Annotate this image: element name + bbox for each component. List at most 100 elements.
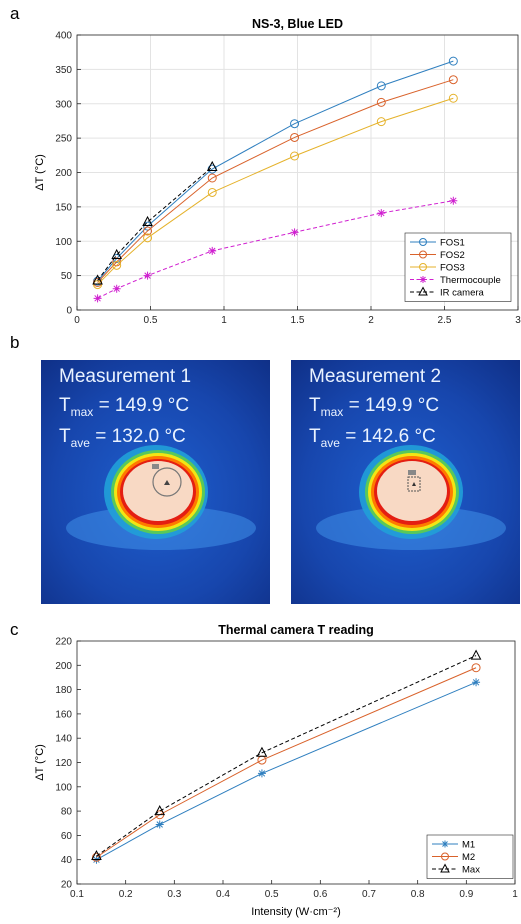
y-axis-label: ΔT (°C) (34, 744, 46, 781)
data-point (206, 160, 218, 171)
legend-label: M1 (462, 840, 475, 851)
tave-readout-2: Tave = 142.6 °C (309, 426, 436, 450)
tmax-readout-2: Tmax = 149.9 °C (309, 395, 440, 419)
y-tick-label: 150 (55, 202, 72, 213)
y-tick-label: 180 (55, 685, 72, 696)
legend-label: IR camera (440, 288, 485, 299)
x-tick-label: 0.3 (167, 889, 181, 900)
y-tick-label: 100 (55, 782, 72, 793)
data-point (143, 221, 153, 231)
panel-label-c: c (10, 620, 19, 639)
data-point (377, 209, 386, 218)
y-tick-label: 40 (61, 855, 73, 866)
y-tick-label: 400 (55, 31, 72, 42)
y-tick-label: 300 (55, 99, 72, 110)
legend-marker (419, 250, 427, 259)
measurement-title-2: Measurement 2 (309, 366, 442, 387)
measurement-title-1: Measurement 1 (59, 366, 192, 387)
legend-marker (419, 263, 427, 271)
data-point (470, 649, 482, 660)
x-tick-label: 1.5 (291, 315, 305, 326)
data-point (448, 56, 458, 66)
legend-label: FOS2 (440, 250, 465, 261)
thermal-image-1: Measurement 1 Tmax = 149.9 °C Tave = 132… (41, 360, 270, 604)
series-line-m1 (96, 681, 477, 861)
data-point (256, 746, 268, 757)
data-point (290, 228, 299, 237)
data-point (91, 849, 102, 861)
y-tick-label: 20 (61, 880, 73, 891)
thermal-heatmap-1 (41, 360, 270, 604)
x-tick-label: 0.1 (70, 889, 84, 900)
x-axis-label: Intensity (W·cm⁻²) (251, 906, 341, 918)
data-point (290, 151, 300, 161)
y-tick-label: 120 (55, 758, 72, 769)
legend-marker (441, 840, 449, 848)
data-point (142, 215, 153, 226)
data-point (143, 233, 153, 243)
chart-title: NS-3, Blue LED (252, 17, 343, 31)
legend-label: FOS3 (440, 263, 465, 274)
x-tick-label: 0.5 (265, 889, 279, 900)
data-point (112, 260, 122, 270)
y-tick-label: 200 (55, 661, 72, 672)
legend-label: Max (462, 865, 480, 876)
thermal-heatmap-2 (291, 360, 520, 604)
data-point (92, 274, 103, 285)
data-point (449, 196, 458, 205)
data-point (448, 75, 458, 85)
y-tick-label: 60 (61, 831, 73, 842)
data-point (112, 284, 121, 293)
data-point (376, 97, 386, 107)
data-point (376, 117, 386, 127)
x-tick-label: 0.7 (362, 889, 376, 900)
legend-marker (419, 238, 427, 246)
data-point (155, 820, 164, 829)
data-point (93, 294, 102, 303)
data-point (143, 226, 153, 236)
y-tick-label: 140 (55, 734, 72, 745)
legend-label: M2 (462, 852, 475, 863)
y-tick-label: 220 (55, 637, 72, 648)
y-tick-label: 250 (55, 134, 72, 145)
x-tick-label: 0.8 (411, 889, 425, 900)
data-point (257, 769, 266, 778)
x-tick-label: 2.5 (438, 315, 452, 326)
y-axis-label: ΔT (°C) (34, 154, 46, 191)
data-point (143, 271, 152, 280)
x-tick-label: 1 (221, 315, 227, 326)
y-tick-label: 50 (61, 271, 73, 282)
data-point (471, 663, 481, 673)
x-tick-label: 0.2 (119, 889, 133, 900)
data-point (448, 93, 458, 103)
legend-label: Thermocouple (440, 275, 501, 286)
data-point (290, 119, 300, 129)
x-tick-label: 0.5 (144, 315, 158, 326)
x-tick-label: 0.9 (459, 889, 473, 900)
x-tick-label: 1 (512, 889, 518, 900)
series-line-ir-camera (97, 166, 213, 281)
x-tick-label: 0 (74, 315, 80, 326)
data-point (91, 852, 101, 862)
legend-marker (418, 286, 428, 296)
chart-c: 0.1 0.2 0.3 0.4 0.5 0.6 0.7 0.8 0.9 1204060801001… (34, 623, 518, 918)
data-point (376, 81, 386, 91)
legend-label: FOS1 (440, 238, 465, 249)
thermal-image-2: Measurement 2 Tmax = 149.9 °C Tave = 142… (291, 360, 520, 604)
legend-marker (440, 863, 450, 873)
data-point (154, 805, 166, 816)
x-tick-label: 0.6 (313, 889, 327, 900)
y-tick-label: 80 (61, 807, 73, 818)
x-tick-label: 0.4 (216, 889, 230, 900)
chart-a: 0 0.5 1 1.5 2 2.5 3 0 50 100 150 200 250 300 350 400 NS-… (34, 17, 521, 326)
series-line-fos2 (97, 79, 454, 283)
data-point (472, 678, 481, 687)
tave-readout-1: Tave = 132.0 °C (59, 426, 186, 450)
y-tick-label: 0 (66, 306, 72, 317)
series-line-fos3 (97, 97, 454, 285)
panel-label-b: b (10, 333, 20, 352)
legend-marker (441, 852, 449, 861)
data-point (207, 187, 217, 197)
y-tick-label: 160 (55, 709, 72, 720)
data-point (290, 132, 300, 142)
